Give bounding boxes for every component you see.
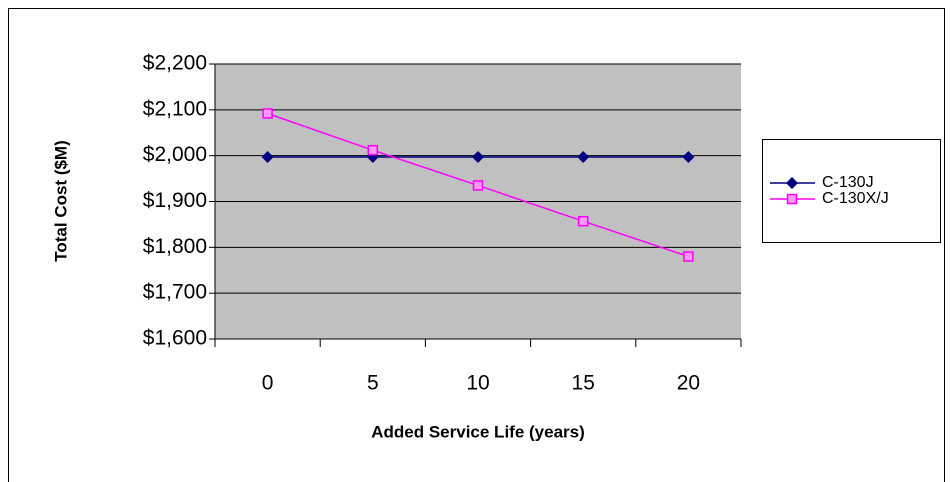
y-axis-title: Total Cost ($M) — [51, 140, 70, 262]
legend-box — [762, 139, 941, 243]
data-point — [472, 180, 484, 191]
y-tick-label: $1,900 — [143, 189, 207, 212]
x-axis-title: Added Service Life (years) — [371, 422, 585, 441]
x-tick-label: 0 — [262, 372, 274, 395]
data-point — [262, 108, 273, 119]
y-tick-label: $2,000 — [143, 143, 207, 166]
y-tick-label: $1,800 — [143, 235, 207, 258]
legend-label: C-130X/J — [822, 190, 889, 207]
y-tick-label: $1,700 — [143, 281, 207, 304]
data-point — [577, 151, 590, 164]
y-tick-label: $2,100 — [143, 97, 207, 120]
x-tick-label: 20 — [677, 372, 700, 395]
y-tick-label: $2,200 — [143, 52, 207, 75]
data-point — [367, 144, 379, 156]
y-tick-label: $1,600 — [143, 327, 207, 350]
x-tick-label: 5 — [367, 372, 379, 395]
data-point — [682, 151, 695, 164]
x-tick-label: 10 — [466, 372, 489, 395]
data-point — [683, 251, 694, 262]
legend-marker — [786, 177, 798, 189]
data-point — [472, 151, 484, 164]
data-point — [261, 151, 274, 164]
data-point — [577, 215, 589, 227]
legend-marker — [786, 193, 798, 205]
legend-label: C-130J — [822, 174, 874, 191]
x-tick-label: 15 — [572, 372, 595, 395]
